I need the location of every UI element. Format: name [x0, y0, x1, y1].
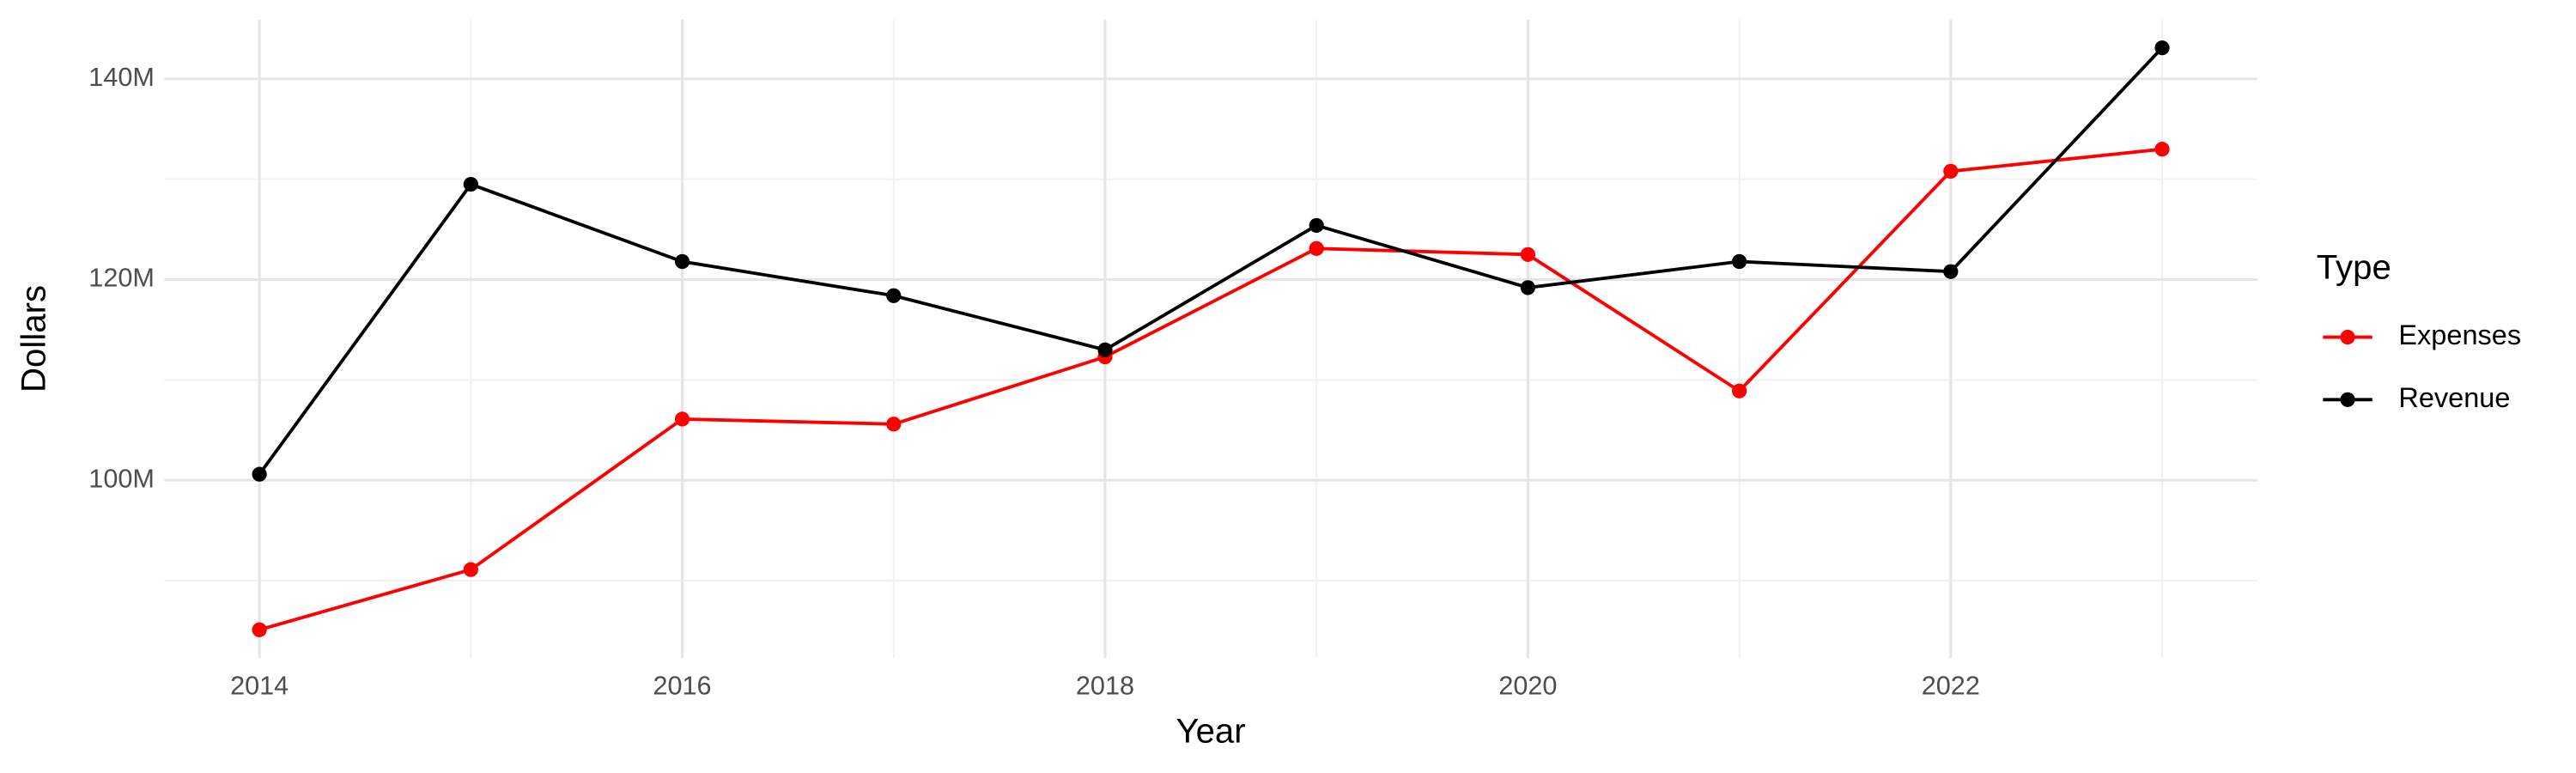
x-tick-label: 2022 — [1922, 672, 1980, 701]
data-point — [252, 622, 267, 637]
y-tick-label: 100M — [88, 464, 155, 493]
data-point — [1520, 280, 1536, 295]
data-point — [1731, 253, 1747, 270]
data-point — [674, 411, 690, 427]
x-tick-label: 2020 — [1498, 672, 1557, 701]
data-point — [1731, 383, 1747, 399]
data-point — [1309, 240, 1324, 256]
data-point — [2154, 40, 2170, 56]
data-point — [886, 288, 902, 303]
legend-title: Type — [2317, 248, 2391, 287]
series-line — [258, 46, 2164, 476]
data-point — [1309, 217, 1324, 234]
data-point — [886, 417, 902, 432]
data-point — [1520, 247, 1536, 262]
data-point — [1097, 342, 1113, 357]
grid — [164, 19, 2257, 658]
legend-key-point — [2340, 329, 2355, 345]
series-line — [258, 147, 2163, 632]
data-point — [2154, 142, 2170, 157]
x-axis-title: Year — [1176, 712, 1245, 751]
legend-key-point — [2340, 392, 2355, 407]
y-tick-label: 120M — [88, 264, 155, 293]
y-tick-label: 140M — [88, 63, 155, 92]
legend-label: Revenue — [2398, 382, 2510, 413]
data-point — [1943, 264, 1959, 279]
data-point — [1943, 163, 1959, 179]
data-point — [463, 176, 478, 192]
x-tick-label: 2018 — [1076, 672, 1134, 701]
data-point — [674, 253, 690, 270]
data-point — [463, 562, 478, 577]
x-tick-label: 2016 — [653, 672, 712, 701]
y-axis-title: Dollars — [15, 285, 53, 393]
data-point — [252, 466, 267, 482]
x-tick-label: 2014 — [230, 672, 289, 701]
legend-label: Expenses — [2398, 320, 2521, 350]
